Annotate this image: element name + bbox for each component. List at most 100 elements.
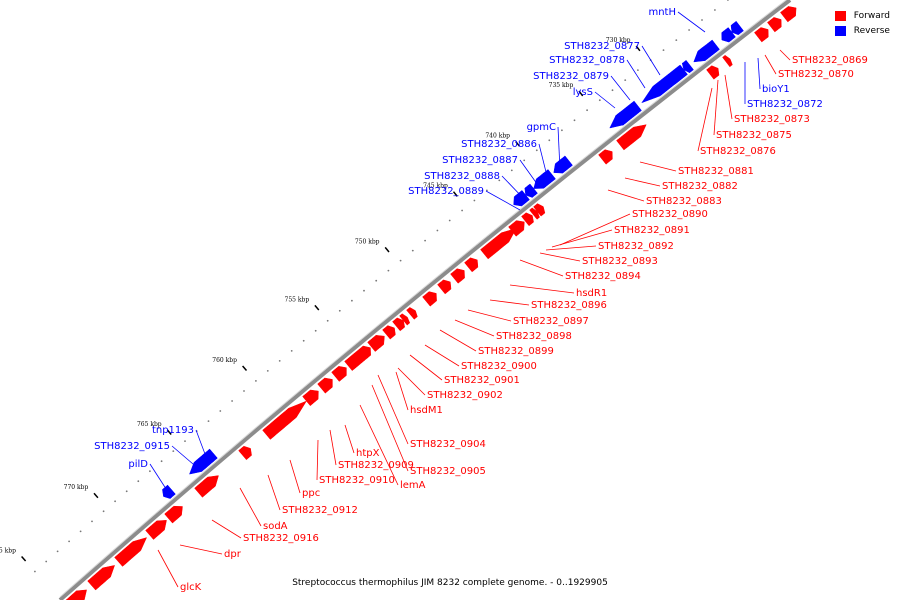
leader-line xyxy=(677,11,706,33)
genome-backbone xyxy=(58,0,792,600)
gene-label: STH8232_0896 xyxy=(531,300,607,311)
gene-label: STH8232_0897 xyxy=(513,316,589,327)
tick-mark xyxy=(384,246,390,253)
reverse-gene-arrow xyxy=(524,183,538,198)
tick-mark xyxy=(452,191,458,197)
forward-gene-arrow xyxy=(65,589,87,600)
reverse-swatch xyxy=(834,25,846,36)
track-dot xyxy=(448,219,451,222)
gene-label: sodA xyxy=(263,521,288,532)
track-dot xyxy=(45,560,48,563)
track-dot xyxy=(91,520,93,523)
forward-gene-arrow xyxy=(533,203,546,217)
label-leaders xyxy=(149,11,791,588)
tick-label: 745 kbp xyxy=(423,183,448,190)
forward-gene-arrow xyxy=(302,389,319,407)
gene-label: STH8232_0910 xyxy=(319,475,395,486)
forward-gene-arrow xyxy=(406,307,418,320)
track-dot xyxy=(351,299,353,302)
leader-line xyxy=(329,429,337,466)
track-dot xyxy=(266,370,269,372)
forward-swatch xyxy=(834,10,846,21)
gene-label: STH8232_0901 xyxy=(444,375,520,386)
forward-gene-arrow xyxy=(422,291,437,307)
forward-gene-arrow xyxy=(722,55,733,68)
gene-label: STH8232_0878 xyxy=(549,55,625,66)
forward-gene-arrow xyxy=(87,565,115,591)
track-dot xyxy=(172,450,175,452)
track-dot xyxy=(727,0,729,1)
gene-label: STH8232_0869 xyxy=(792,55,868,66)
forward-gene-arrow xyxy=(464,257,479,273)
gene-label: STH8232_0881 xyxy=(678,166,754,177)
leader-line xyxy=(397,367,426,396)
gene-label: STH8232_0912 xyxy=(282,505,358,516)
gene-label: STH8232_0875 xyxy=(716,130,792,141)
legend-forward-label: Forward xyxy=(853,10,890,21)
track-dot xyxy=(338,309,341,312)
track-dot xyxy=(701,19,703,21)
gene-label: htpX xyxy=(356,448,380,459)
track-dot xyxy=(598,99,601,102)
leader-line xyxy=(639,161,677,172)
track-dot xyxy=(56,550,59,553)
gene-label: lysS xyxy=(573,87,593,98)
gene-label: mntH xyxy=(648,7,676,18)
tick-label: 755 kbp xyxy=(285,296,310,303)
leader-line xyxy=(724,74,733,120)
gene-label: glcK xyxy=(180,582,202,593)
gene-label: STH8232_0887 xyxy=(442,155,518,166)
forward-gene-arrow xyxy=(331,366,347,382)
leader-line xyxy=(454,319,495,337)
tick-mark xyxy=(21,556,27,562)
tick-mark xyxy=(93,492,99,499)
forward-gene-arrow xyxy=(450,268,465,284)
track-dot xyxy=(498,179,501,182)
forward-gene-arrow xyxy=(356,345,371,362)
leader-line xyxy=(267,474,281,511)
leader-line xyxy=(467,309,512,322)
tick-mark xyxy=(242,365,248,371)
gene-label: lemA xyxy=(400,480,426,491)
forward-gene-arrow xyxy=(367,335,385,352)
track-dot xyxy=(207,420,210,422)
leader-line xyxy=(519,259,564,277)
gene-label: STH8232_0891 xyxy=(614,225,690,236)
track-dot xyxy=(363,289,365,292)
leader-line xyxy=(559,213,631,246)
leader-line xyxy=(239,487,262,527)
reverse-gene-arrow xyxy=(730,20,744,36)
gene-label: STH8232_0876 xyxy=(700,146,776,157)
reverse-gene-arrow xyxy=(533,169,556,189)
track-dot xyxy=(387,269,390,272)
gene-label: STH8232_0890 xyxy=(632,209,708,220)
legend-forward: Forward xyxy=(834,8,890,23)
forward-gene-arrow xyxy=(114,537,148,567)
reverse-gene-arrow xyxy=(189,448,218,475)
track-dot xyxy=(586,109,588,112)
gene-label: STH8232_0893 xyxy=(582,256,658,267)
legend-reverse-label: Reverse xyxy=(853,25,890,36)
reverse-gene-arrow xyxy=(513,190,530,207)
tick-mark xyxy=(166,429,172,435)
track-dot xyxy=(137,480,140,483)
track-dot xyxy=(34,570,36,573)
track-dot xyxy=(114,500,116,503)
leader-line xyxy=(439,329,477,352)
leader-line xyxy=(489,299,530,306)
tick-mark xyxy=(578,90,584,97)
gene-label: STH8232_0894 xyxy=(565,271,641,282)
gene-label: tnp1193 xyxy=(152,425,194,436)
gene-label: STH8232_0870 xyxy=(778,69,854,80)
track-dot xyxy=(611,89,614,92)
gene-label: STH8232_0873 xyxy=(734,114,810,125)
leader-line xyxy=(641,45,661,76)
leader-line xyxy=(697,87,713,152)
gene-label: ppc xyxy=(302,488,320,499)
gene-label: STH8232_0909 xyxy=(338,460,414,471)
forward-gene-arrow xyxy=(399,313,411,326)
track-dot xyxy=(219,410,222,412)
forward-gene-arrow xyxy=(598,149,613,165)
genome-backbone-highlight xyxy=(59,0,787,598)
tick-label: 760 kbp xyxy=(212,357,237,364)
